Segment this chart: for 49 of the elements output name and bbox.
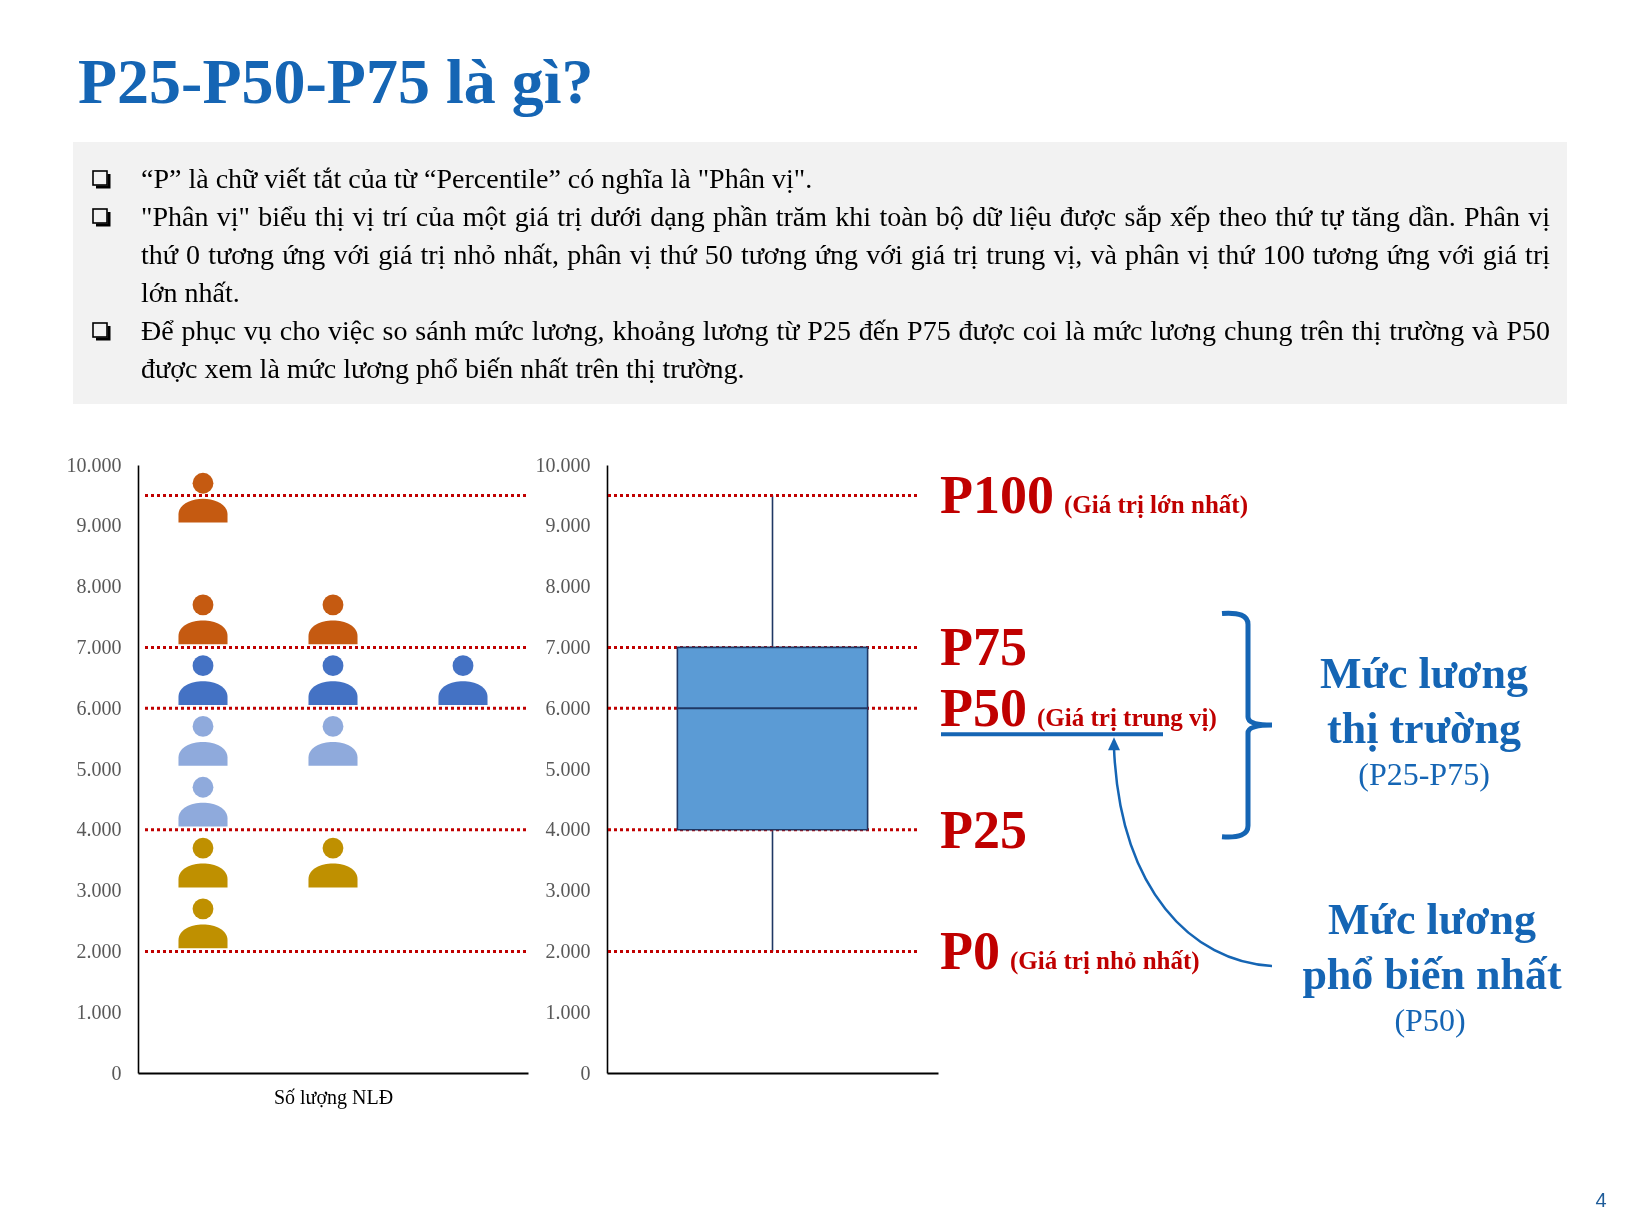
text: Mức lương phổ biến nhất [1301, 894, 1563, 1001]
text: (P50) [1393, 1001, 1467, 1040]
point [322, 594, 344, 616]
y-tick-label: 2.000 [545, 939, 591, 962]
y-tick-label: 10.000 [535, 453, 591, 476]
y-tick-label: 3.000 [76, 879, 122, 902]
point [452, 655, 474, 677]
ref-line-label: P0 (Giá trị nhỏ nhất) [940, 921, 1200, 982]
y-tick-label: 9.000 [76, 514, 122, 537]
text: P25-P50-P75 là gì? [78, 46, 594, 117]
y-tick-label: 6.000 [76, 696, 122, 719]
ref-line-label: P100 (Giá trị lớn nhất) [940, 465, 1248, 526]
ref-line-label: P25 [940, 799, 1027, 860]
text: “P” là chữ viết tắt của từ “Percentile” có nghĩa là "Phân vị". [141, 163, 813, 194]
y-tick-label: 5.000 [545, 757, 591, 780]
y-tick-label: 2.000 [76, 939, 122, 962]
y-tick-label: 7.000 [545, 635, 591, 658]
point [322, 716, 344, 737]
text: 4 [1594, 1188, 1608, 1212]
text: (P25-P75) [1357, 755, 1491, 794]
y-tick-label: 1.000 [76, 1000, 122, 1023]
point [322, 655, 344, 677]
y-tick-label: 6.000 [545, 696, 591, 719]
point [322, 837, 344, 859]
text: Để phục vụ cho việc so sánh mức lương, khoảng lương từ P25 đến P75 được coi là mức lương chung trên thị trường và P50 được xem là mức lương phổ biến nhất trên thị trường. [141, 315, 1550, 384]
y-tick-label: 5.000 [76, 757, 122, 780]
y-tick-label: 10.000 [66, 453, 122, 476]
y-tick-label: 8.000 [76, 575, 122, 598]
point [192, 472, 214, 494]
point [192, 837, 214, 859]
y-tick-label: 7.000 [76, 635, 122, 658]
y-tick-label: 0 [111, 1061, 122, 1084]
ref-line-label: P75 [940, 617, 1027, 678]
point [192, 716, 214, 737]
y-tick-label: 8.000 [545, 575, 591, 598]
y-tick-label: 3.000 [545, 879, 591, 902]
point [192, 655, 214, 677]
point [192, 594, 214, 616]
y-tick-label: 9.000 [545, 514, 591, 537]
y-tick-label: 0 [580, 1061, 591, 1084]
text: Mức lương thị trường [1319, 648, 1529, 755]
x-axis-title: Số lượng NLĐ [273, 1085, 394, 1109]
y-tick-label: 4.000 [545, 818, 591, 841]
text: "Phân vị" biểu thị vị trí của một giá trị dưới dạng phần trăm khi toàn bộ dữ liệu được sắp xếp theo thứ tự tăng dần. Phân vị thứ 0 tương ứng với giá trị nhỏ nhất, phân vị thứ 50 tương ứng với giá trị trung vị, và phân vị thứ 100 tương ứng với giá trị lớn nhất. [141, 201, 1550, 308]
point [192, 776, 214, 798]
ref-line-label: P50 (Giá trị trung vị) [940, 678, 1217, 739]
point [192, 898, 214, 920]
y-tick-label: 4.000 [76, 818, 122, 841]
y-tick-label: 1.000 [545, 1000, 591, 1023]
